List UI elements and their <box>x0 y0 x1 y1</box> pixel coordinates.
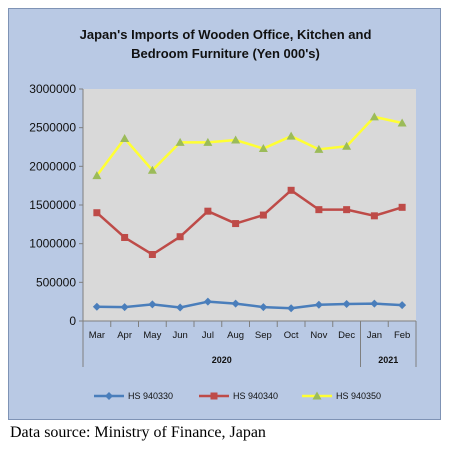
series-line-3 <box>95 115 403 177</box>
chart-title-line-2: Bedroom Furniture (Yen 000's) <box>131 46 320 61</box>
x-tick-label: Aug <box>227 330 244 341</box>
x-tick-label: Jan <box>367 330 382 341</box>
y-tick-label: 2000000 <box>29 159 76 173</box>
data-point <box>148 300 157 309</box>
data-point <box>398 203 406 211</box>
x-tick-label: Sep <box>255 330 272 341</box>
year-group-label: 2020 <box>212 355 232 365</box>
data-point <box>120 133 130 142</box>
x-tick-label: Jun <box>172 330 187 341</box>
y-tick-label: 0 <box>69 314 76 328</box>
data-source-note: Data source: Ministry of Finance, Japan <box>10 424 266 441</box>
data-point <box>121 233 129 241</box>
data-point <box>315 206 323 214</box>
series-line-1 <box>96 300 403 310</box>
x-tick-label: Dec <box>338 330 355 341</box>
x-tick-label: Mar <box>89 330 105 341</box>
data-point <box>370 212 378 220</box>
data-point <box>231 299 240 308</box>
data-point <box>287 186 295 194</box>
chart-svg: 0 500000 1000000 1500000 2000000 2500000 30000… <box>29 82 417 401</box>
legend-marker <box>105 392 113 400</box>
data-point <box>314 300 323 309</box>
legend-marker <box>210 392 218 400</box>
legend-label: HS 940340 <box>233 391 278 401</box>
data-point <box>92 302 101 311</box>
data-point <box>147 165 157 174</box>
x-tick-label: May <box>143 330 161 341</box>
data-point <box>369 112 379 121</box>
data-point <box>397 118 407 127</box>
y-tick-label: 2500000 <box>29 121 76 135</box>
y-tick-label: 3000000 <box>29 82 76 96</box>
plot-area <box>83 89 416 321</box>
legend-label: HS 940330 <box>128 391 173 401</box>
y-tick-label: 1000000 <box>29 237 76 251</box>
data-point <box>259 303 268 312</box>
data-point <box>342 299 351 308</box>
chart-container: Japan's Imports of Wooden Office, Kitche… <box>8 8 441 420</box>
x-tick-label: Oct <box>284 330 299 341</box>
y-tick-label: 500000 <box>36 275 76 289</box>
x-tick-label: Feb <box>394 330 410 341</box>
data-point <box>370 299 379 308</box>
data-point <box>258 144 268 153</box>
data-point <box>203 297 212 306</box>
data-point <box>231 135 241 144</box>
x-tick-label: Nov <box>310 330 327 341</box>
data-point <box>176 233 184 241</box>
data-point <box>398 301 407 310</box>
legend-marker <box>312 391 322 400</box>
data-point <box>204 207 212 215</box>
x-tick-label: Apr <box>117 330 132 341</box>
data-point <box>287 304 296 313</box>
data-point <box>93 209 101 217</box>
data-point <box>259 211 267 219</box>
data-point <box>232 220 240 228</box>
legend-label: HS 940350 <box>336 391 381 401</box>
data-point <box>203 137 213 146</box>
data-point <box>343 206 351 214</box>
x-tick-label: Jul <box>202 330 214 341</box>
y-tick-label: 1500000 <box>29 198 76 212</box>
year-group-label: 2021 <box>378 355 398 365</box>
data-point <box>176 303 185 312</box>
data-point <box>148 250 156 258</box>
data-point <box>342 141 352 150</box>
chart-title-line-1: Japan's Imports of Wooden Office, Kitche… <box>79 27 372 42</box>
data-point <box>120 303 129 312</box>
data-point <box>92 171 102 180</box>
series-line-2 <box>96 189 403 256</box>
data-point <box>175 137 185 146</box>
data-point <box>286 131 296 140</box>
data-point <box>314 144 324 153</box>
